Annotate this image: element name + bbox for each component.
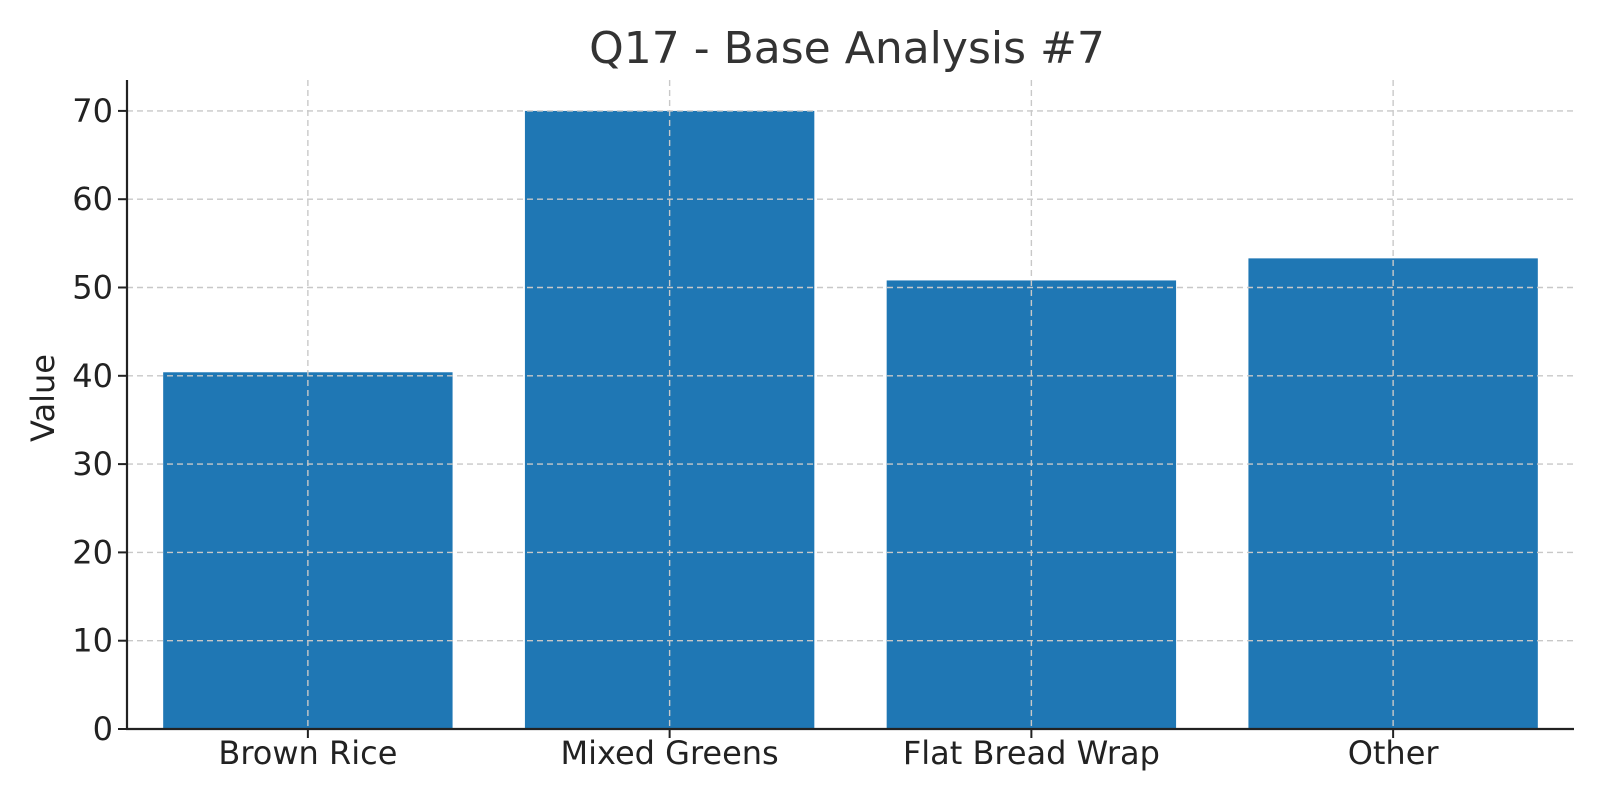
y-gridlines bbox=[127, 110, 1574, 642]
chart-title: Q17 - Base Analysis #7 bbox=[589, 23, 1105, 74]
y-tick-label: 30 bbox=[72, 445, 113, 483]
y-tick-label: 60 bbox=[72, 180, 113, 218]
y-axis-label: Value bbox=[24, 354, 62, 442]
y-tick-label: 20 bbox=[72, 533, 113, 571]
x-tick-label: Mixed Greens bbox=[561, 734, 779, 772]
x-gridlines bbox=[307, 80, 1394, 729]
y-tick-label: 50 bbox=[72, 269, 113, 307]
y-tick-label: 10 bbox=[72, 622, 113, 660]
x-tick-label: Brown Rice bbox=[218, 734, 397, 772]
y-axis-ticks: 0 10 20 30 40 50 60 70 bbox=[72, 92, 127, 748]
x-tick-label: Other bbox=[1348, 734, 1440, 772]
y-tick-label: 40 bbox=[72, 357, 113, 395]
bars-group bbox=[163, 110, 1538, 729]
y-tick-label: 0 bbox=[93, 710, 113, 748]
x-axis-ticks: Brown Rice Mixed Greens Flat Bread Wrap Oth… bbox=[218, 729, 1439, 772]
x-tick-label: Flat Bread Wrap bbox=[903, 734, 1160, 772]
y-tick-label: 70 bbox=[72, 92, 113, 130]
